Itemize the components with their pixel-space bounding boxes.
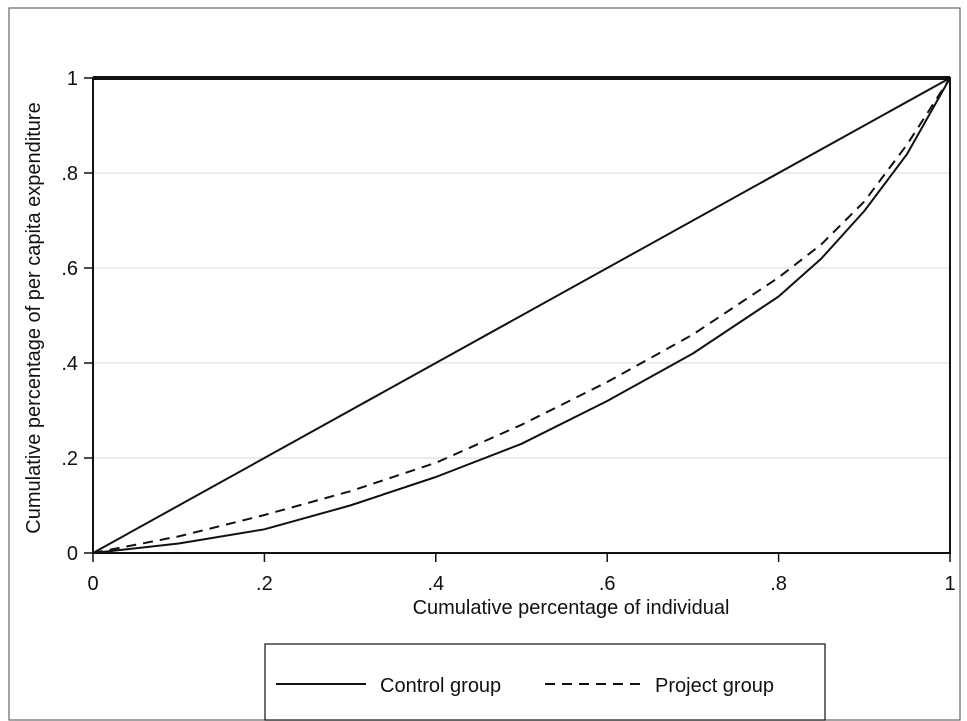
y-axis-ticks: 0 .2 .4 .6 .8 1 bbox=[61, 68, 93, 565]
y-tick-label: .4 bbox=[61, 353, 78, 375]
y-tick-label: .6 bbox=[61, 258, 78, 280]
legend-label-project: Project group bbox=[655, 675, 774, 697]
x-axis-title: Cumulative percentage of individual bbox=[413, 597, 730, 619]
series-line-project-group bbox=[92, 77, 951, 554]
equality-line bbox=[92, 77, 951, 554]
y-tick-label: 0 bbox=[67, 543, 78, 565]
x-tick-label: .6 bbox=[599, 573, 616, 595]
x-axis-ticks: 0 .2 .4 .6 .8 1 bbox=[87, 553, 956, 595]
legend: Control group Project group bbox=[264, 643, 826, 721]
x-tick-label: .8 bbox=[770, 573, 787, 595]
legend-label-control: Control group bbox=[380, 675, 501, 697]
x-tick-label: .2 bbox=[256, 573, 273, 595]
y-tick-label: 1 bbox=[67, 68, 78, 90]
x-tick-label: 0 bbox=[87, 573, 98, 595]
series-line-control-group bbox=[92, 77, 951, 554]
gridlines bbox=[93, 172, 950, 459]
legend-box bbox=[264, 643, 826, 721]
series-lines bbox=[92, 77, 951, 554]
x-tick-label: .4 bbox=[427, 573, 444, 595]
y-tick-label: .8 bbox=[61, 163, 78, 185]
x-tick-label: 1 bbox=[944, 573, 955, 595]
y-tick-label: .2 bbox=[61, 448, 78, 470]
outer-frame bbox=[8, 7, 961, 721]
y-axis-title: Cumulative percentage of per capita expe… bbox=[23, 102, 45, 533]
